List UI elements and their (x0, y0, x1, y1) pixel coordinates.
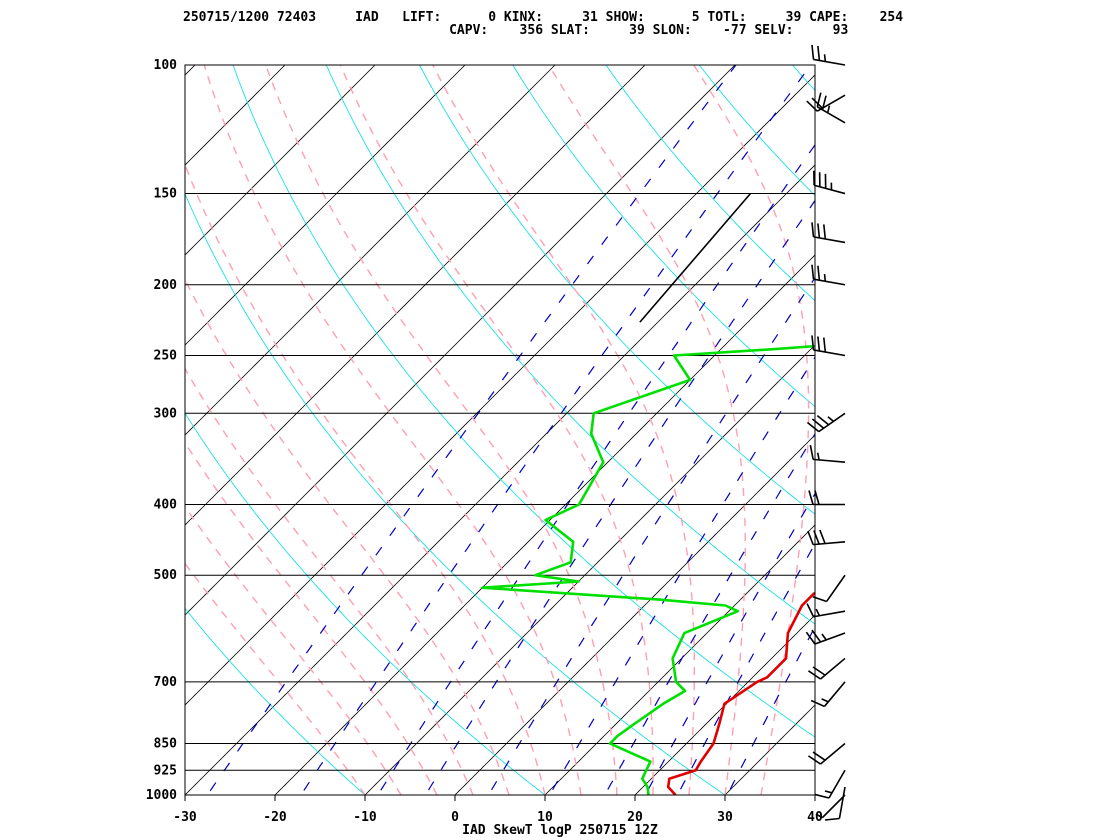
moist-adiabat-line (185, 367, 474, 795)
wind-barb (807, 657, 846, 680)
isotherm-line (185, 65, 196, 76)
isotherm-line (185, 164, 815, 795)
isotherm-line (274, 254, 815, 795)
wind-barb (811, 222, 846, 244)
dry-adiabat-line (185, 192, 726, 795)
pressure-tick-label: 100 (154, 58, 178, 73)
wind-barb (815, 794, 846, 819)
wind-barb (814, 769, 846, 799)
temperature-tick-label: 30 (717, 810, 733, 825)
wind-barb (824, 786, 846, 821)
wind-barb (810, 681, 846, 708)
chart-title: IAD SkewT logP 250715 12Z (462, 823, 658, 838)
wind-barb (812, 574, 846, 603)
moist-adiabat-line (185, 162, 546, 795)
temperature-tick-label: 20 (627, 810, 643, 825)
mixing-ratio-line (487, 276, 815, 795)
dry-adiabat-line (325, 65, 815, 625)
temperature-tick-label: 40 (807, 810, 823, 825)
pressure-tick-label: 700 (154, 675, 178, 690)
temperature-tick-label: 0 (451, 810, 459, 825)
wind-barb (811, 44, 846, 66)
isotherm-line (454, 434, 815, 795)
isotherm-line (890, 32, 1120, 811)
mixing-ratio-line (726, 625, 815, 795)
parcel-profile-line (639, 192, 752, 323)
dry-adiabat-line (185, 412, 546, 795)
wind-barb (811, 264, 846, 286)
isotherm-line (634, 614, 815, 795)
wind-barb (809, 444, 846, 463)
wind-barb (811, 335, 846, 357)
mixing-ratio-line (548, 356, 815, 795)
dry-adiabat-line (605, 65, 815, 302)
moist-adiabat-line (185, 562, 366, 795)
header: 250715/1200 72403 IAD LIFT: 0 KINX: 31 S… (0, 0, 1120, 60)
mixing-ratio-line (604, 432, 815, 795)
wind-barb (808, 490, 845, 506)
isotherm-line (185, 65, 376, 256)
temperature-tick-label: -10 (353, 810, 377, 825)
mixing-ratio-line (676, 542, 815, 795)
isotherm-line (185, 65, 646, 526)
dry-adiabat-line (512, 65, 815, 408)
temperature-tick-label: -20 (263, 810, 287, 825)
pressure-tick-label: 300 (154, 406, 178, 421)
pressure-tick-label: 925 (154, 763, 177, 778)
isotherm-line (814, 794, 815, 795)
dry-adiabat-line (419, 65, 815, 515)
header-line-1: 250715/1200 72403 IAD LIFT: 0 KINX: 31 S… (183, 10, 904, 25)
temperature-profile-line (666, 591, 815, 795)
header-line-2: CAPV: 356 SLAT: 39 SLON: -77 SELV: 93 (183, 23, 849, 38)
isotherm-line (724, 704, 815, 795)
plot-frame (184, 64, 816, 796)
mixing-ratio-line (424, 199, 815, 795)
dry-adiabat-line (1036, 32, 1120, 811)
wind-barb (807, 529, 846, 546)
data-lines (481, 192, 815, 795)
dewpoint-profile-line (481, 344, 815, 795)
pressure-tick-label: 250 (154, 348, 178, 363)
wind-barbs (805, 44, 846, 821)
wind-barb (806, 412, 846, 433)
pressure-tick-label: 400 (154, 498, 178, 513)
dry-adiabat-line (855, 32, 1120, 811)
dry-adiabat-line (185, 607, 366, 795)
moist-adiabat-line (339, 65, 654, 795)
temperature-tick-label: -30 (173, 810, 197, 825)
isotherm-line (185, 65, 556, 436)
moist-adiabat-line (185, 441, 438, 795)
wind-barb (805, 629, 846, 645)
moist-adiabat-line (432, 65, 695, 795)
pressure-tick-label: 850 (154, 736, 178, 751)
mixing-ratio-line (300, 65, 812, 795)
temperature-tick-label: 10 (537, 810, 553, 825)
wind-barb (807, 742, 846, 765)
pressure-tick-label: 1000 (146, 788, 177, 803)
mixing-ratio-line (206, 65, 737, 795)
isotherm-line (185, 65, 736, 616)
moist-adiabat-line (203, 65, 582, 795)
wind-barb (806, 94, 846, 112)
dry-adiabat-line (946, 32, 1120, 811)
wind-barb (806, 603, 846, 618)
moist-adiabat-line (185, 277, 510, 795)
pressure-tick-label: 500 (154, 568, 178, 583)
wind-barb (813, 170, 846, 195)
dry-adiabat-line (791, 65, 815, 92)
pressure-tick-label: 200 (154, 278, 178, 293)
mixing-ratio-line (644, 492, 815, 795)
pressure-tick-label: 150 (154, 187, 178, 202)
